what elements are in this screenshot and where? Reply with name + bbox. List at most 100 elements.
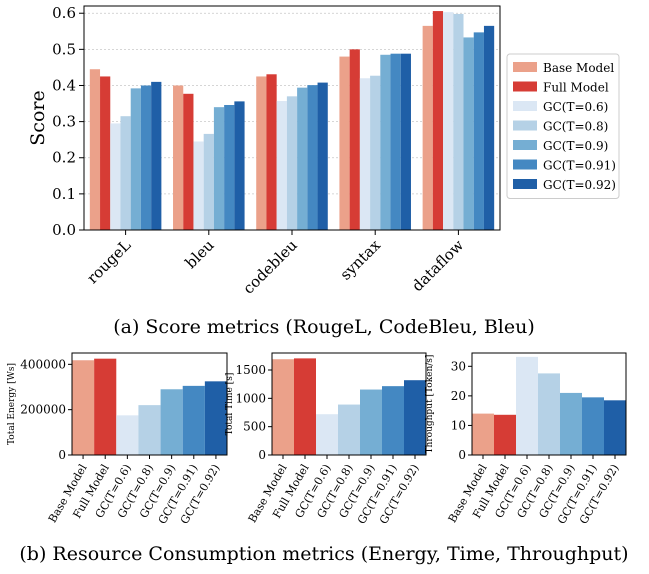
- bar: [317, 82, 328, 230]
- bar: [560, 392, 582, 455]
- bar: [404, 380, 426, 455]
- bar: [151, 81, 162, 230]
- bar: [432, 11, 444, 231]
- bar: [213, 107, 225, 230]
- y-tick-label: 0.0: [52, 221, 76, 239]
- bar: [307, 85, 318, 230]
- bar: [110, 123, 121, 230]
- bar: [204, 381, 227, 455]
- bar: [316, 414, 338, 455]
- x-tick-label: rougeL: [83, 236, 134, 287]
- y-tick-label: 20: [451, 389, 466, 403]
- y-axis-label: Score: [27, 90, 49, 145]
- bar: [116, 415, 139, 455]
- y-axis-label: Throughput [Token/s]: [425, 355, 435, 454]
- legend-swatch: [513, 62, 537, 72]
- y-tick-label: 200000: [20, 403, 66, 417]
- legend-swatch: [513, 159, 537, 170]
- legend-label: Base Model: [543, 61, 614, 75]
- bar: [483, 25, 495, 230]
- y-tick-label: 0.2: [52, 149, 76, 167]
- y-tick-label: 400000: [20, 357, 66, 371]
- legend-label: GC(T=0.8): [543, 120, 608, 134]
- y-tick-label: 0: [458, 448, 466, 462]
- bar: [140, 85, 152, 230]
- bar: [359, 78, 371, 231]
- bar: [182, 385, 205, 455]
- y-tick-label: 0.4: [52, 76, 76, 94]
- x-tick-label: codebleu: [239, 236, 301, 298]
- bar: [382, 386, 404, 455]
- bar: [72, 360, 95, 455]
- y-tick-label: 0.6: [52, 4, 76, 22]
- bar: [160, 389, 183, 455]
- bar: [193, 141, 204, 230]
- bar: [604, 400, 626, 455]
- bar: [349, 49, 360, 230]
- legend-label: Full Model: [543, 81, 609, 95]
- bar: [276, 101, 287, 231]
- bar: [89, 69, 101, 231]
- bar: [100, 76, 111, 230]
- bar: [400, 53, 411, 230]
- bar: [472, 413, 494, 455]
- y-tick-label: 0: [258, 448, 266, 462]
- bar: [120, 116, 131, 230]
- legend-swatch: [513, 140, 537, 150]
- bar: [203, 133, 214, 230]
- bar: [94, 358, 117, 455]
- legend-swatch: [513, 81, 537, 92]
- y-tick-label: 1500: [235, 363, 266, 377]
- bar: [463, 37, 474, 231]
- y-tick-label: 1000: [235, 391, 266, 405]
- legend-swatch: [513, 101, 537, 111]
- bar: [224, 104, 235, 230]
- bar: [297, 87, 308, 230]
- plot-frame: [83, 5, 501, 231]
- legend-swatch: [513, 120, 537, 131]
- bar: [453, 13, 464, 230]
- legend-label: GC(T=0.91): [543, 159, 616, 173]
- legend-swatch: [513, 179, 537, 189]
- bar: [339, 56, 350, 231]
- bar: [266, 74, 277, 230]
- plot-frame: [471, 352, 627, 456]
- x-tick-label: dataflow: [408, 236, 467, 295]
- y-tick-label: 0.5: [52, 40, 76, 58]
- bar: [443, 12, 454, 230]
- y-tick-label: 10: [451, 418, 466, 432]
- bar: [473, 32, 484, 231]
- bar: [422, 25, 433, 230]
- bar: [286, 96, 298, 231]
- y-tick-label: 0.3: [52, 113, 76, 131]
- bar: [494, 414, 516, 455]
- y-axis-label: Total Time [s]: [225, 373, 235, 436]
- legend-label: GC(T=0.9): [543, 139, 608, 153]
- bar: [138, 405, 161, 455]
- plot-frame: [71, 352, 228, 456]
- y-tick-label: 30: [451, 359, 466, 373]
- bar: [338, 404, 360, 455]
- bar: [272, 359, 294, 455]
- y-tick-label: 0.1: [52, 185, 76, 203]
- bar: [390, 53, 401, 230]
- y-axis-label: Total Energy [Ws]: [7, 363, 17, 445]
- bar: [582, 397, 604, 455]
- x-tick-label: bleu: [182, 236, 218, 272]
- bar: [183, 93, 194, 230]
- plot-frame: [271, 352, 427, 456]
- bar: [360, 389, 382, 455]
- bar: [173, 85, 184, 230]
- x-tick-label: syntax: [336, 236, 384, 284]
- caption-a: (a) Score metrics (RougeL, CodeBleu, Ble…: [113, 316, 535, 338]
- score-metrics-chart: 0.0 0.1 0.2 0.3 0.4 0.5 0.6 rougeL bleu codebleu s…: [27, 4, 620, 298]
- bar: [256, 76, 267, 230]
- bar: [370, 75, 381, 230]
- y-tick-label: 500: [243, 420, 266, 434]
- bar: [380, 54, 391, 230]
- caption-b: (b) Resource Consumption metrics (Energy…: [19, 543, 628, 565]
- bar: [516, 356, 538, 455]
